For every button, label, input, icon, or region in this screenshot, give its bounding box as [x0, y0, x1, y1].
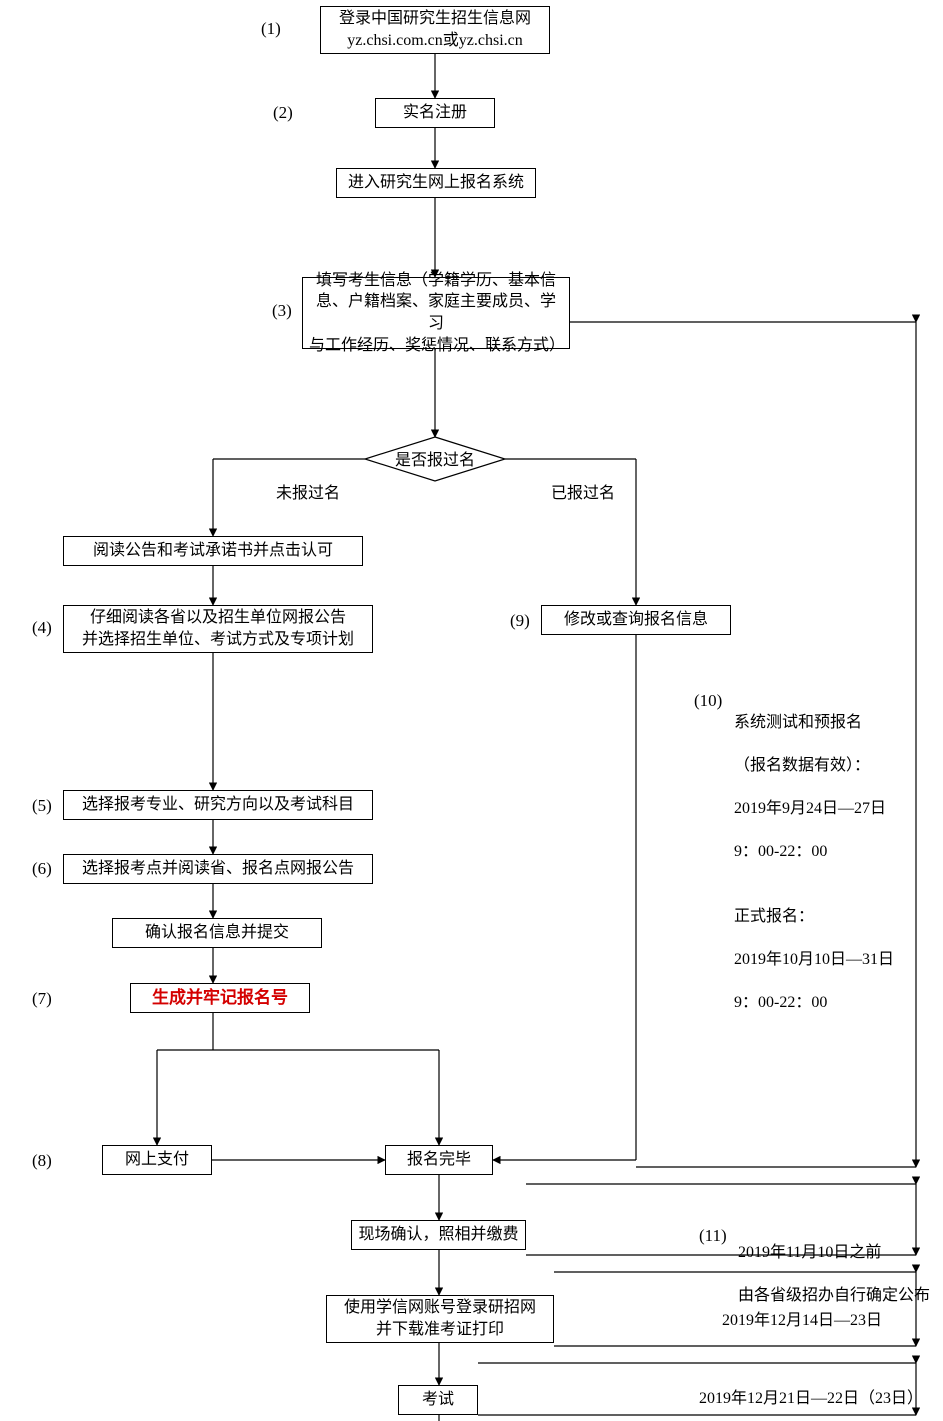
node-select-unit: 仔细阅读各省以及招生单位网报公告 并选择招生单位、考试方式及专项计划	[63, 605, 373, 653]
step-5: (5)	[32, 795, 52, 818]
note-11: 2019年11月10日之前 由各省级招办自行确定公布	[730, 1220, 930, 1306]
step-9: (9)	[510, 610, 530, 633]
branch-right-label: 已报过名	[551, 483, 615, 505]
step-11: (11)	[699, 1225, 727, 1248]
node-download-ticket: 使用学信网账号登录研招网 并下载准考证打印	[326, 1295, 554, 1343]
node-enter-system: 进入研究生网上报名系统	[336, 168, 536, 198]
step-4: (4)	[32, 617, 52, 640]
step-7: (7)	[32, 988, 52, 1011]
svg-text:是否报过名: 是否报过名	[395, 451, 475, 469]
node-onsite-confirm: 现场确认，照相并缴费	[351, 1220, 526, 1250]
node-generate-number: 生成并牢记报名号	[130, 983, 310, 1013]
step-3: (3)	[272, 300, 292, 323]
node-modify-query: 修改或查询报名信息	[541, 605, 731, 635]
node-login-l1: 登录中国研究生招生信息网	[339, 10, 531, 27]
node-fill-info: 填写考生信息（学籍学历、基本信 息、户籍档案、家庭主要成员、学习 与工作经历、奖…	[302, 277, 570, 349]
node-exam: 考试	[398, 1385, 478, 1415]
step-10: (10)	[694, 690, 722, 713]
node-pay-online: 网上支付	[102, 1145, 212, 1175]
node-confirm-submit: 确认报名信息并提交	[112, 918, 322, 948]
step-8: (8)	[32, 1150, 52, 1173]
note-13: 2019年12月21日—22日（23日）	[699, 1388, 923, 1410]
step-2: (2)	[273, 102, 293, 125]
step-1: (1)	[261, 18, 281, 41]
node-select-site: 选择报考点并阅读省、报名点网报公告	[63, 854, 373, 884]
node-read-notice: 阅读公告和考试承诺书并点击认可	[63, 536, 363, 566]
branch-left-label: 未报过名	[276, 483, 340, 505]
node-select-major: 选择报考专业、研究方向以及考试科目	[63, 790, 373, 820]
note-12: 2019年12月14日—23日	[722, 1310, 882, 1332]
node-signup-done: 报名完毕	[385, 1145, 493, 1175]
node-login: 登录中国研究生招生信息网 yz.chsi.com.cn或yz.chsi.cn	[320, 6, 550, 54]
node-login-l2: yz.chsi.com.cn或yz.chsi.cn	[347, 32, 523, 49]
step-6: (6)	[32, 858, 52, 881]
node-register: 实名注册	[375, 98, 495, 128]
note-10: 系统测试和预报名 （报名数据有效）： 2019年9月24日—27日 9：00-2…	[726, 690, 894, 1014]
